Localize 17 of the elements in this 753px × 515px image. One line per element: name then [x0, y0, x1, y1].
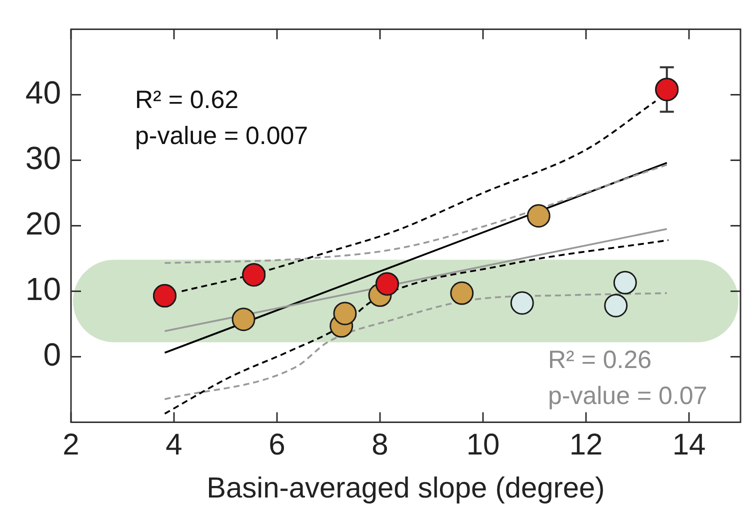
x-tick-label: 14: [672, 428, 706, 462]
x-axis-title: Basin-averaged slope (degree): [206, 472, 605, 505]
annotation: p-value = 0.07: [548, 382, 708, 410]
annotation: R² = 0.26: [548, 346, 652, 374]
y-tick-label: 40: [25, 74, 61, 111]
x-tick-label: 6: [268, 428, 286, 462]
annotation: R² = 0.62: [135, 86, 239, 114]
x-tick-label: 2: [62, 428, 80, 462]
y-tick-label: 20: [25, 206, 61, 242]
x-tick-label: 12: [569, 428, 603, 462]
annotation: p-value = 0.007: [135, 122, 308, 150]
y-tick-label: 30: [25, 140, 61, 176]
x-tick-label: 10: [466, 428, 500, 462]
y-tick-label: 10: [25, 271, 61, 308]
x-tick-label: 8: [372, 428, 388, 462]
y-tick-label: 0: [43, 336, 61, 373]
x-tick-label: 4: [166, 428, 182, 462]
